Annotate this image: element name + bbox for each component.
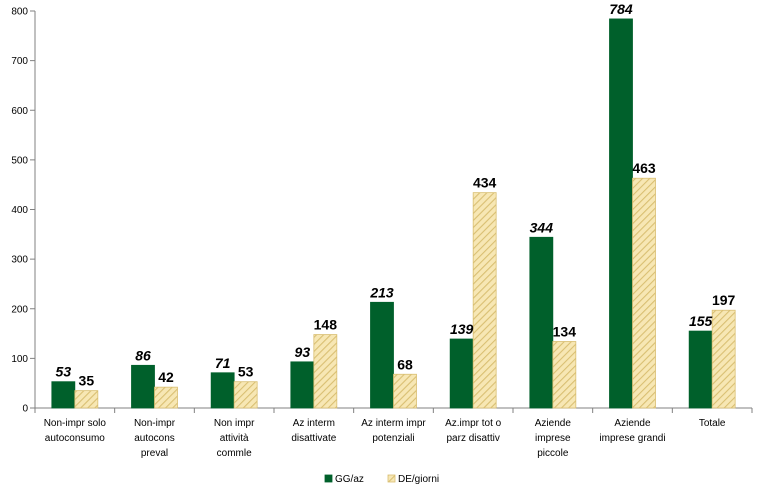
data-label: 53 (56, 364, 72, 380)
bar-de-giorni (552, 341, 577, 409)
bar-de-giorni (154, 386, 178, 409)
bar-de-giorni (233, 381, 258, 409)
y-tick-label: 600 (11, 106, 28, 117)
data-label: 148 (314, 317, 338, 333)
x-category-label: Az interm disattivate (291, 418, 336, 444)
y-tick-label: 700 (11, 56, 28, 67)
y-tick-label: 300 (11, 255, 28, 266)
bar-gg-az (449, 338, 474, 409)
bar-de-giorni (74, 390, 99, 409)
y-tick-label: 800 (11, 7, 28, 18)
data-label: 784 (609, 1, 633, 17)
y-tick-label: 0 (22, 404, 28, 415)
legend-label: GG/az (335, 474, 364, 485)
data-label: 68 (397, 356, 413, 372)
data-label: 197 (712, 292, 736, 308)
x-category-label: Non impr attività commle (214, 418, 255, 459)
y-tick-label: 500 (11, 155, 28, 166)
bar-gg-az (210, 372, 235, 409)
x-category-label: Totale (699, 418, 726, 429)
data-label: 213 (369, 284, 394, 300)
bar-de-giorni (632, 177, 656, 409)
data-label: 86 (135, 347, 151, 363)
bar-de-giorni (711, 309, 736, 409)
x-category-label: Non-impr solo autoconsumo (44, 418, 107, 444)
bar-gg-az (131, 364, 155, 409)
bar-gg-az (529, 236, 554, 409)
data-label: 71 (215, 355, 231, 371)
y-tick-label: 200 (11, 304, 28, 315)
bar-gg-az (688, 330, 713, 409)
data-label: 42 (158, 369, 174, 385)
y-tick-label: 400 (11, 205, 28, 216)
x-category-label: Non-impr autocons preval (134, 418, 176, 459)
data-label: 93 (295, 344, 311, 360)
y-tick-label: 100 (11, 354, 28, 365)
bar-gg-az (51, 381, 76, 409)
x-category-label: Aziende imprese piccole (535, 418, 572, 459)
x-category-label: Az.impr tot o parz disattiv (445, 418, 502, 444)
data-label: 155 (689, 313, 713, 329)
legend-swatch (324, 474, 333, 483)
legend-label: DE/giorni (398, 474, 439, 485)
bar-gg-az (290, 361, 315, 409)
x-category-label: Aziende imprese grandi (599, 418, 665, 444)
bar-de-giorni (393, 373, 417, 409)
data-label: 434 (473, 175, 497, 191)
data-label: 463 (632, 160, 656, 176)
data-label: 344 (530, 219, 554, 235)
data-label: 35 (79, 373, 95, 389)
x-category-label: Az interm impr potenziali (361, 418, 426, 444)
data-label: 134 (553, 324, 577, 340)
data-label: 53 (238, 364, 254, 380)
bar-gg-az (370, 301, 394, 409)
bar-de-giorni (313, 334, 338, 409)
bar-de-giorni (472, 192, 497, 409)
legend-swatch (387, 474, 396, 483)
data-label: 139 (450, 321, 474, 337)
bar-gg-az (609, 18, 633, 409)
